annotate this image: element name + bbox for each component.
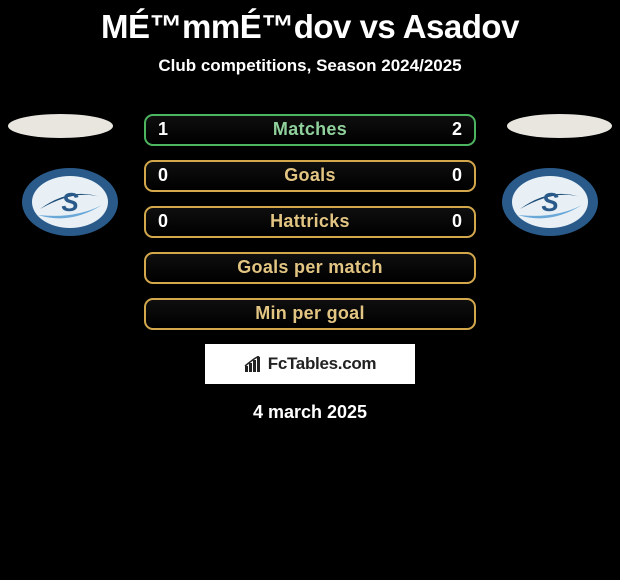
stat-row: Hattricks0 0 [144,206,476,238]
stat-row: Goals per match [144,252,476,284]
stat-row: Goals0 0 [144,160,476,192]
stat-row: Min per goal [144,298,476,330]
stat-label: Hattricks [146,211,474,232]
stat-value-right: 0 [452,165,462,186]
player-right-ellipse [507,114,612,138]
svg-text:S: S [541,187,559,217]
stat-rows: Matches12Goals00Hattricks00Goals per mat… [144,114,476,330]
watermark-text: FcTables.com [268,354,377,374]
player-left-ellipse [8,114,113,138]
chart-icon [244,356,264,372]
watermark: FcTables.com [205,344,415,384]
club-badge-right: S [500,167,600,237]
stat-label: Goals [146,165,474,186]
svg-text:S: S [61,187,79,217]
stats-area: S S Matches12Goals00Hattricks00Goals per… [0,114,620,330]
page-subtitle: Club competitions, Season 2024/2025 [0,56,620,76]
stat-label: Min per goal [146,303,474,324]
stat-label: Matches [146,119,474,140]
stat-label: Goals per match [146,257,474,278]
stat-row: Matches1 2 [144,114,476,146]
page-title: MÉ™mmÉ™dov vs Asadov [0,0,620,46]
stat-value-right: 2 [452,119,462,140]
stat-value-left: 1 [158,119,168,140]
stat-value-left: 0 [158,165,168,186]
stat-value-right: 0 [452,211,462,232]
stat-value-left: 0 [158,211,168,232]
date-label: 4 march 2025 [0,402,620,423]
club-badge-left: S [20,167,120,237]
